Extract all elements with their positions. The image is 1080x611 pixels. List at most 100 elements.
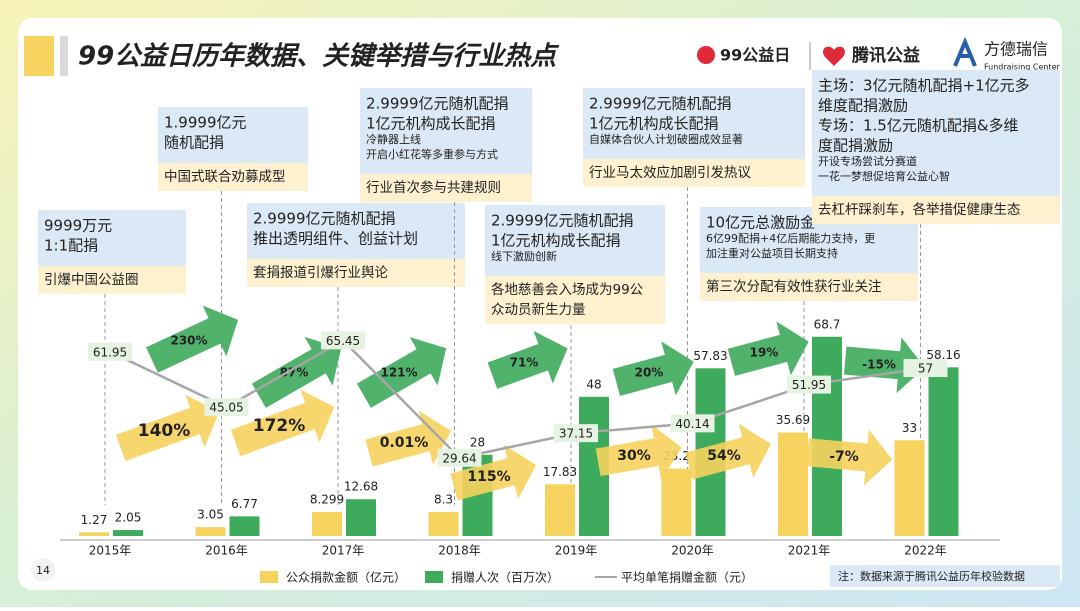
bar bbox=[346, 499, 376, 536]
growth-label: 87% bbox=[280, 366, 309, 380]
growth-label: 20% bbox=[635, 366, 664, 380]
callout-title: 2.9999亿元随机配捐 bbox=[366, 95, 509, 113]
bar bbox=[229, 516, 260, 536]
callout-box bbox=[360, 88, 532, 174]
line-label-box bbox=[321, 331, 365, 350]
growth-arrow: 30% bbox=[595, 424, 682, 480]
x-tick-label: 2018年 bbox=[438, 544, 481, 558]
arrow-shape bbox=[450, 444, 537, 501]
growth-arrow: 20% bbox=[612, 341, 694, 396]
line-label: 37.15 bbox=[559, 427, 593, 441]
arrow-shape bbox=[727, 321, 809, 376]
arrow-shape bbox=[365, 410, 452, 467]
logo-text: 99公益日 bbox=[720, 46, 790, 65]
callout-highlight bbox=[812, 196, 1060, 224]
callout-box bbox=[38, 210, 186, 266]
line-label: 40.14 bbox=[675, 417, 709, 431]
callout-title: 专场：1.5亿元随机配捐&多维 bbox=[818, 117, 1019, 135]
logo-icon bbox=[953, 36, 977, 67]
growth-label: 230% bbox=[170, 334, 207, 348]
callout-highlight-text: 引爆中国公益圈 bbox=[44, 272, 139, 288]
bar-label: 8.299 bbox=[310, 492, 344, 506]
bar-label: 17.83 bbox=[543, 465, 577, 479]
bar-label: 2.05 bbox=[115, 511, 142, 525]
growth-label: 71% bbox=[510, 356, 539, 370]
x-tick-label: 2019年 bbox=[555, 544, 598, 558]
source-note: 注：数据来源于腾讯公益历年校验数据 bbox=[838, 569, 1025, 583]
bar bbox=[312, 511, 342, 536]
legend-swatch bbox=[425, 571, 443, 583]
legend-label: 公众捐款金额（亿元） bbox=[286, 570, 406, 585]
legend-label: 平均单笔捐赠金额（元） bbox=[621, 570, 753, 585]
callout-title: 9999万元 bbox=[44, 217, 112, 235]
callout-highlight-text: 第三次分配有效性获行业关注 bbox=[706, 278, 882, 295]
bar-label: 57.83 bbox=[693, 349, 727, 363]
line-label-box bbox=[437, 448, 482, 467]
callout-box bbox=[812, 70, 1060, 196]
callout-title: 2.9999亿元随机配捐 bbox=[253, 210, 396, 228]
x-tick-label: 2015年 bbox=[89, 544, 132, 558]
callout-highlight bbox=[38, 266, 186, 294]
callout-note: 线下激励创新 bbox=[491, 249, 557, 263]
legend-label: 捐赠人次（百万次） bbox=[451, 571, 559, 585]
line-label-box bbox=[787, 375, 831, 394]
callout-highlight-text: 行业马太效应加剧引发热议 bbox=[589, 164, 751, 181]
bar bbox=[195, 527, 226, 536]
legend-swatch bbox=[260, 571, 278, 583]
growth-label: 0.01% bbox=[380, 435, 429, 451]
logo-icon bbox=[697, 46, 715, 64]
callout-title: 1亿元机构成长配捐 bbox=[589, 115, 719, 133]
callout-title: 主场：3亿元随机配捐+1亿元多 bbox=[818, 77, 1030, 95]
x-tick-label: 2016年 bbox=[205, 544, 248, 558]
callout-note: 开设专场尝试分赛道 bbox=[818, 154, 917, 168]
callout-note: 自媒体合伙人计划破圈成效显著 bbox=[589, 132, 743, 146]
bar-label: 58.16 bbox=[926, 348, 960, 362]
arrow-shape bbox=[806, 429, 893, 486]
callout-highlight bbox=[485, 276, 665, 324]
growth-label: 115% bbox=[467, 469, 510, 485]
arrow-shape bbox=[356, 337, 447, 408]
line-label-box bbox=[554, 424, 598, 443]
line-label-box bbox=[88, 342, 132, 361]
callout-highlight bbox=[700, 273, 918, 301]
callout-note: 一花一梦想促培育公益心智 bbox=[818, 169, 950, 183]
bar bbox=[812, 336, 842, 536]
growth-arrow: 230% bbox=[146, 305, 239, 373]
growth-arrow: 140% bbox=[115, 394, 220, 462]
callout-title: 2.9999亿元随机配捐 bbox=[589, 95, 732, 113]
logo-text: 方德瑞信 bbox=[984, 40, 1048, 59]
bar-label: 28 bbox=[470, 435, 485, 449]
growth-label: 140% bbox=[138, 421, 191, 441]
growth-arrow: 172% bbox=[230, 389, 335, 457]
title-deco bbox=[60, 36, 68, 76]
callout-note: 6亿99配捐+4亿后期能力支持，更 bbox=[706, 231, 875, 245]
title-deco bbox=[24, 36, 54, 76]
growth-label: -7% bbox=[829, 449, 859, 465]
callout-highlight-text: 中国式联合劝募成型 bbox=[164, 169, 286, 185]
bar-label: 48 bbox=[586, 377, 601, 391]
bar bbox=[778, 432, 808, 536]
callout-box bbox=[485, 205, 665, 276]
logo-text: 腾讯公益 bbox=[852, 45, 920, 66]
growth-arrow: 0.01% bbox=[365, 410, 452, 467]
callout-title: 1亿元机构成长配捐 bbox=[491, 232, 621, 250]
growth-label: 30% bbox=[617, 448, 651, 464]
growth-arrow: 115% bbox=[450, 444, 537, 501]
callout-title: 2.9999亿元随机配捐 bbox=[491, 212, 634, 230]
bar-label: 8.3 bbox=[434, 492, 453, 506]
callout-title: 推出透明组件、创益计划 bbox=[253, 230, 418, 248]
bar-label: 33 bbox=[902, 421, 917, 435]
logo-icon bbox=[823, 46, 845, 66]
line-label: 51.95 bbox=[792, 378, 826, 392]
arrow-shape bbox=[230, 389, 335, 457]
callout-title: 10亿元总激励金 bbox=[706, 214, 815, 232]
arrow-shape bbox=[595, 424, 682, 480]
line-label-box bbox=[670, 414, 715, 433]
line-label-box bbox=[903, 359, 948, 378]
callout-highlight bbox=[158, 163, 308, 191]
growth-arrow: -7% bbox=[806, 429, 893, 486]
callout-title: 度配捐激励 bbox=[818, 137, 893, 155]
bar bbox=[545, 484, 575, 536]
